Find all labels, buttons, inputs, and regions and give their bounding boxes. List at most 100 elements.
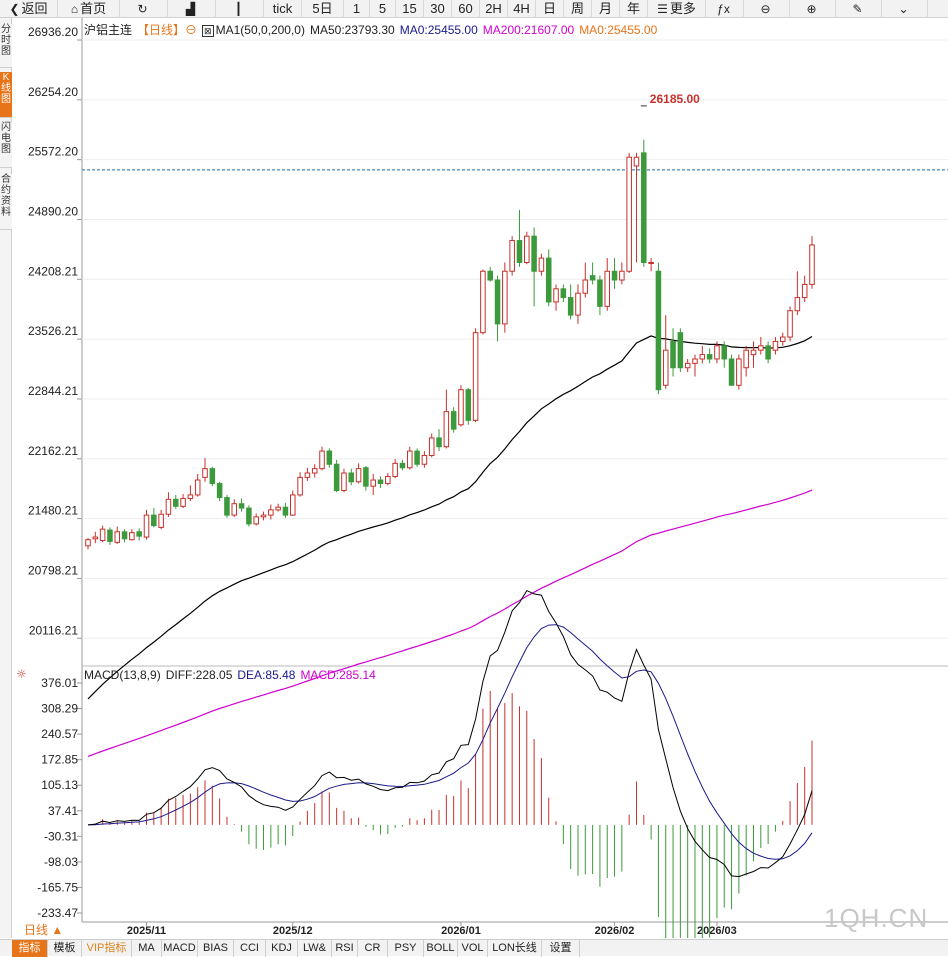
candle bbox=[99, 525, 106, 543]
arrow-left-icon: ❮ bbox=[9, 2, 20, 16]
candle bbox=[428, 433, 435, 458]
candle-body bbox=[772, 340, 779, 351]
indicator-tab[interactable]: VIP指标 bbox=[82, 940, 132, 957]
candle-body bbox=[648, 261, 654, 264]
toolbar-button-item-11[interactable]: 60 bbox=[452, 0, 480, 18]
indicator-tab[interactable]: MA bbox=[132, 940, 162, 957]
side-tab-3[interactable]: 合约资料 bbox=[0, 174, 12, 230]
candle bbox=[407, 446, 413, 470]
candle-body bbox=[494, 279, 501, 325]
toolbar-button-item-15[interactable]: 周 bbox=[564, 0, 592, 18]
toolbar-label: 日 bbox=[542, 1, 556, 16]
toolbar-label: 4H bbox=[513, 1, 530, 16]
candle-body bbox=[290, 494, 296, 516]
candle bbox=[392, 458, 398, 479]
candle-body bbox=[151, 514, 157, 527]
indicator-tab[interactable]: PSY bbox=[388, 940, 424, 957]
candle bbox=[165, 492, 172, 517]
toolbar-button-zoom-out[interactable]: ⊖ bbox=[744, 0, 790, 18]
toolbar-button-zoom-in[interactable]: ⊕ bbox=[790, 0, 836, 18]
toolbar-label: 30 bbox=[430, 1, 445, 16]
candle bbox=[560, 284, 567, 302]
indicator-tab[interactable]: RSI bbox=[332, 940, 358, 957]
candle bbox=[319, 446, 325, 471]
indicator-tab[interactable]: 指标 bbox=[12, 940, 48, 957]
toolbar-button-candlestick[interactable]: ┃ bbox=[216, 0, 264, 18]
indicator-tab[interactable]: CCI bbox=[234, 940, 266, 957]
candle-body bbox=[706, 354, 713, 360]
candle bbox=[202, 458, 208, 482]
indicator-tab[interactable]: 设置 bbox=[542, 940, 580, 957]
toolbar-button-item-9[interactable]: 15 bbox=[396, 0, 424, 18]
indicator-tab[interactable]: BOLL bbox=[424, 940, 458, 957]
indicator-tab[interactable]: LON长线 bbox=[488, 940, 542, 957]
settings-icon[interactable]: ⊖ bbox=[185, 23, 198, 37]
toolbar-button-item-17[interactable]: 年 bbox=[620, 0, 648, 18]
toolbar-button-item-8[interactable]: 5 bbox=[370, 0, 396, 18]
toolbar-button-item-0[interactable]: ❮ 返回 bbox=[0, 0, 58, 18]
toolbar-button-item-12[interactable]: 2H bbox=[480, 0, 508, 18]
macd-tick-label: -98.03 bbox=[44, 855, 78, 869]
candle-body bbox=[633, 156, 640, 167]
toolbar-button-formula[interactable]: ƒx bbox=[706, 0, 744, 18]
candle bbox=[355, 463, 362, 484]
candle-body bbox=[560, 288, 567, 299]
toolbar-button-chevron-down[interactable]: ⌄ bbox=[882, 0, 928, 18]
indicator-tab-bar: 指标 模板 VIP指标 MA MACD BIAS CCI KDJ LW& RSI CR PSY BOLL… bbox=[0, 939, 948, 957]
candle-body bbox=[385, 476, 391, 485]
candle bbox=[597, 275, 603, 316]
indicator-tab[interactable]: CR bbox=[358, 940, 388, 957]
toolbar-button-item-13[interactable]: 4H bbox=[508, 0, 536, 18]
toolbar-button-item-14[interactable]: 日 bbox=[536, 0, 564, 18]
candle bbox=[377, 476, 384, 488]
indicator-tab[interactable]: BIAS bbox=[198, 940, 234, 957]
indicator-tab[interactable]: LW& bbox=[298, 940, 332, 957]
kline-chart: 26936.20 26254.20 25572.20 24890.20 24208.21… bbox=[16, 18, 948, 938]
indicator-tab[interactable]: MACD bbox=[162, 940, 198, 957]
toolbar-button-pen[interactable]: ✎ bbox=[836, 0, 882, 18]
period-selector[interactable]: 日线 ▲ bbox=[24, 923, 64, 937]
candle-body bbox=[216, 483, 223, 499]
toolbar-button-item-7[interactable]: 1 bbox=[344, 0, 370, 18]
toolbar-label: 5 bbox=[378, 1, 387, 16]
candle-body bbox=[472, 332, 479, 421]
candle bbox=[121, 529, 128, 543]
macd-tick-label: 240.57 bbox=[41, 727, 78, 741]
toolbar-button-item-6[interactable]: 5日 bbox=[302, 0, 344, 18]
toolbar-button-item-10[interactable]: 30 bbox=[424, 0, 452, 18]
ma50-value: MA50:23793.30 bbox=[309, 23, 395, 37]
candle-body bbox=[765, 345, 771, 360]
indicator-tab[interactable]: KDJ bbox=[266, 940, 298, 957]
candle-body bbox=[692, 358, 698, 364]
indicator-icon[interactable]: ⊠ bbox=[202, 25, 214, 37]
candle bbox=[151, 508, 157, 528]
ma0b-value: MA0:25455.00 bbox=[579, 23, 658, 37]
candle bbox=[706, 348, 713, 364]
indicator-tab[interactable]: 模板 bbox=[48, 940, 82, 957]
candle bbox=[399, 459, 406, 471]
toolbar-button-item-5[interactable]: tick bbox=[264, 0, 302, 18]
toolbar-button-item-18[interactable]: ☰ 更多 bbox=[648, 0, 706, 18]
toolbar-button-bar-chart[interactable]: ▟ bbox=[168, 0, 216, 18]
side-tab-0[interactable]: 分时图 bbox=[0, 24, 12, 68]
candle bbox=[231, 499, 238, 517]
candle bbox=[414, 448, 420, 467]
period-tag: 【日线】 bbox=[137, 23, 186, 37]
candle-body bbox=[136, 531, 142, 537]
ma200-value: MA200:21607.00 bbox=[482, 23, 575, 37]
candle bbox=[224, 494, 230, 518]
candle-body bbox=[758, 345, 764, 351]
toolbar-button-item-1[interactable]: ⌂ 首页 bbox=[58, 0, 120, 18]
candle bbox=[487, 266, 493, 282]
indicator-tab[interactable]: VOL bbox=[458, 940, 488, 957]
candle bbox=[604, 258, 610, 311]
macd-tick-label: 376.01 bbox=[41, 676, 78, 690]
time-tick-label: 2026/03 bbox=[697, 925, 737, 937]
side-tab-2[interactable]: 闪电图 bbox=[0, 122, 12, 168]
toolbar-button-item-16[interactable]: 月 bbox=[592, 0, 620, 18]
main-legend: 沪铝主连 【日线】⊖ ⊠ MA1(50,0,200,0) MA50:23793.30 MA… bbox=[84, 21, 662, 38]
toolbar-button-refresh[interactable]: ↻ bbox=[120, 0, 168, 18]
candle bbox=[728, 354, 735, 386]
candle-body bbox=[348, 472, 355, 483]
